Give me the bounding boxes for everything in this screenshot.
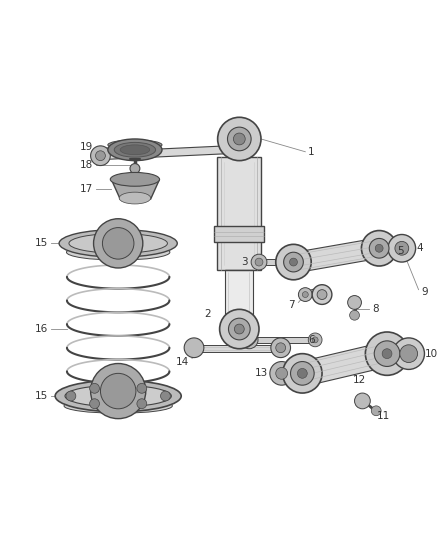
Ellipse shape	[120, 145, 150, 155]
Text: 15: 15	[35, 391, 48, 401]
Circle shape	[395, 241, 409, 255]
Circle shape	[354, 393, 370, 409]
Ellipse shape	[108, 139, 162, 160]
Circle shape	[365, 332, 409, 375]
Circle shape	[100, 373, 136, 409]
Circle shape	[371, 406, 381, 416]
Text: 16: 16	[35, 324, 48, 334]
Text: 18: 18	[79, 159, 92, 169]
Circle shape	[94, 219, 143, 268]
Circle shape	[388, 235, 416, 262]
Ellipse shape	[64, 399, 172, 413]
Circle shape	[218, 117, 261, 160]
Polygon shape	[249, 337, 315, 343]
Text: 10: 10	[424, 349, 438, 359]
Polygon shape	[305, 341, 389, 386]
Polygon shape	[296, 237, 380, 273]
Polygon shape	[100, 146, 226, 160]
Text: 8: 8	[372, 304, 379, 314]
Circle shape	[290, 258, 297, 266]
Circle shape	[251, 254, 267, 270]
Ellipse shape	[55, 380, 181, 412]
Circle shape	[102, 228, 134, 259]
Text: 14: 14	[176, 357, 189, 367]
Text: 9: 9	[421, 287, 428, 296]
Circle shape	[298, 288, 312, 302]
Circle shape	[91, 364, 146, 418]
Circle shape	[184, 338, 204, 358]
Circle shape	[95, 151, 106, 160]
Circle shape	[317, 289, 327, 300]
Text: 12: 12	[353, 375, 366, 385]
Ellipse shape	[114, 142, 155, 157]
Text: 15: 15	[35, 238, 48, 248]
Ellipse shape	[59, 230, 177, 257]
Text: 1: 1	[308, 147, 315, 157]
Circle shape	[90, 383, 99, 393]
Circle shape	[350, 310, 360, 320]
Circle shape	[308, 333, 322, 347]
Circle shape	[374, 341, 400, 367]
Ellipse shape	[119, 192, 151, 204]
Text: 19: 19	[79, 142, 92, 152]
Ellipse shape	[67, 244, 170, 260]
Circle shape	[270, 361, 293, 385]
Circle shape	[91, 146, 110, 166]
Circle shape	[90, 399, 99, 409]
Ellipse shape	[65, 385, 171, 407]
Circle shape	[302, 292, 308, 297]
Circle shape	[137, 383, 147, 393]
Ellipse shape	[69, 233, 167, 253]
Circle shape	[229, 318, 250, 340]
Circle shape	[227, 127, 251, 151]
Circle shape	[361, 231, 397, 266]
Circle shape	[369, 238, 389, 258]
Text: 6: 6	[308, 335, 315, 345]
Circle shape	[283, 354, 322, 393]
Text: 3: 3	[241, 257, 248, 267]
Polygon shape	[225, 270, 253, 319]
Circle shape	[312, 337, 318, 343]
Text: 2: 2	[204, 309, 211, 319]
Circle shape	[276, 367, 288, 379]
Text: 7: 7	[288, 301, 294, 310]
Circle shape	[382, 349, 392, 359]
Circle shape	[161, 391, 170, 401]
Circle shape	[312, 285, 332, 304]
Circle shape	[400, 345, 417, 362]
Circle shape	[233, 133, 245, 145]
Polygon shape	[192, 345, 283, 352]
Circle shape	[297, 368, 307, 378]
Circle shape	[130, 164, 140, 173]
Polygon shape	[111, 179, 159, 199]
Text: 17: 17	[79, 184, 92, 194]
Circle shape	[66, 391, 76, 401]
Circle shape	[240, 331, 258, 349]
Circle shape	[276, 244, 311, 280]
Text: 4: 4	[417, 243, 423, 253]
Circle shape	[255, 258, 263, 266]
Text: 11: 11	[377, 411, 390, 421]
Circle shape	[219, 309, 259, 349]
Circle shape	[276, 343, 286, 353]
Circle shape	[137, 399, 147, 409]
Circle shape	[393, 338, 424, 369]
Circle shape	[284, 252, 304, 272]
Polygon shape	[259, 259, 290, 265]
Polygon shape	[214, 225, 264, 243]
Circle shape	[271, 338, 290, 358]
Circle shape	[348, 296, 361, 309]
Polygon shape	[217, 157, 261, 270]
Circle shape	[234, 324, 244, 334]
Circle shape	[375, 244, 383, 252]
Ellipse shape	[110, 173, 159, 186]
Polygon shape	[305, 286, 328, 298]
Ellipse shape	[108, 140, 162, 150]
Circle shape	[290, 361, 314, 385]
Text: 13: 13	[254, 368, 268, 378]
Text: 5: 5	[397, 246, 403, 256]
